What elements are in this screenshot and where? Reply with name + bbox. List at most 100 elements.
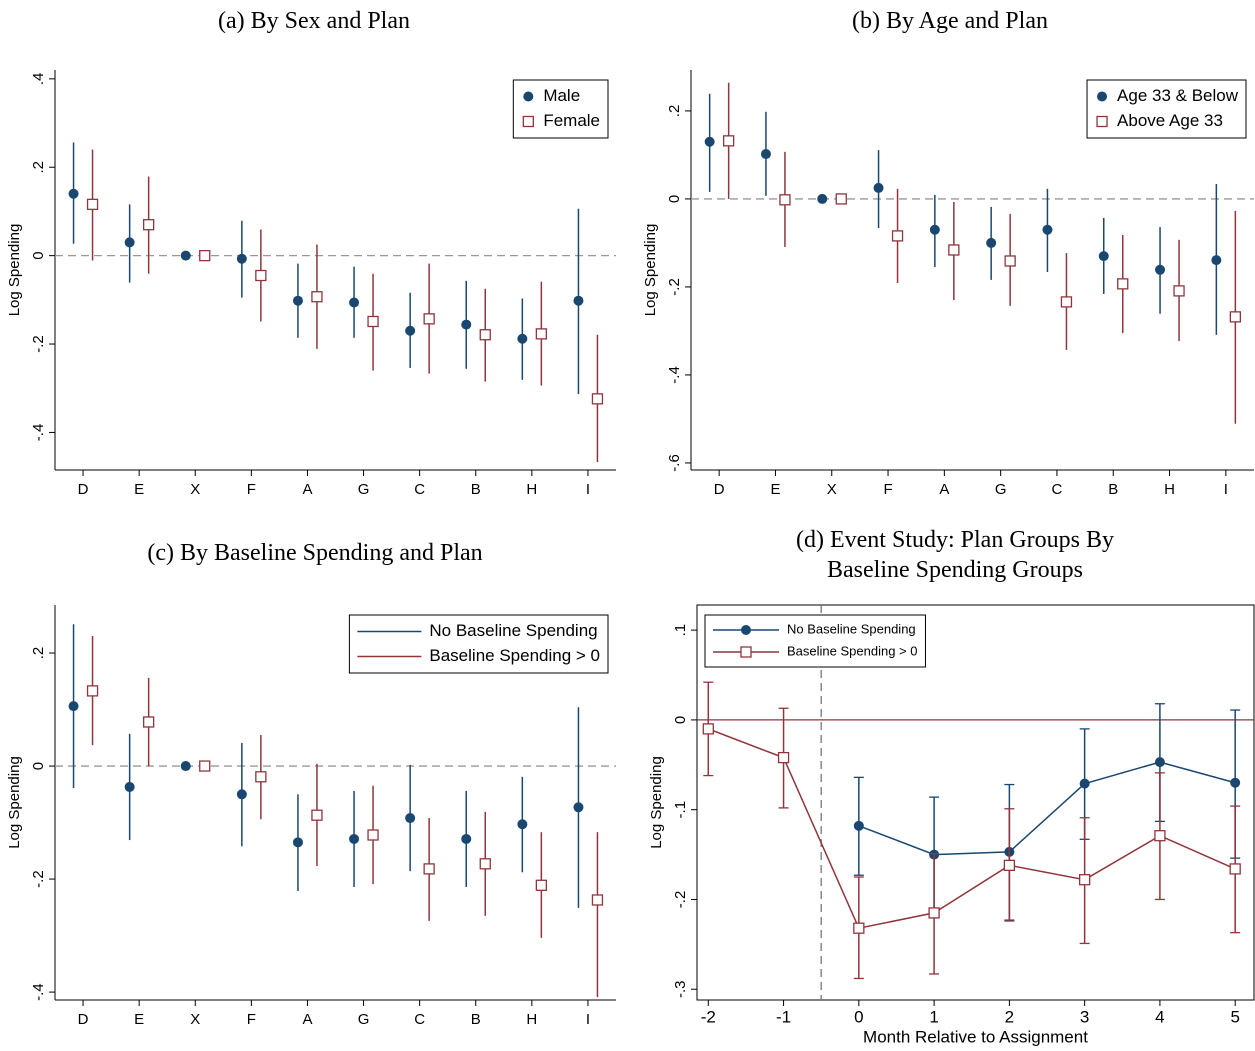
marker	[777, 751, 790, 764]
marker	[702, 723, 714, 735]
marker	[349, 833, 360, 844]
marker	[760, 149, 771, 160]
marker	[853, 922, 865, 934]
x-tick-label: D	[714, 481, 725, 498]
panel-title: (c) By Baseline Spending and Plan	[147, 540, 483, 566]
x-tick-label: B	[1108, 481, 1118, 498]
y-axis-label: Log Spending	[642, 224, 659, 317]
legend-label: Age 33 & Below	[1117, 86, 1239, 105]
marker	[948, 244, 960, 256]
x-tick-label: F	[247, 1011, 256, 1028]
marker	[1078, 874, 1091, 886]
marker	[1211, 255, 1222, 266]
marker	[741, 625, 751, 635]
x-axis-label: Month Relative to Assignment	[863, 1027, 1088, 1046]
x-tick-label: E	[134, 481, 144, 498]
x-tick-label: E	[770, 481, 780, 498]
x-tick-label: I	[586, 1011, 590, 1028]
x-tick-label: D	[78, 481, 89, 498]
marker	[1229, 311, 1241, 323]
marker	[1117, 278, 1129, 290]
y-tick-label: -.4	[666, 366, 683, 384]
marker	[723, 135, 735, 147]
x-tick-label: H	[526, 1011, 537, 1028]
y-tick-label: -.2	[30, 870, 47, 888]
y-tick-label: 0	[672, 716, 689, 724]
marker	[535, 879, 547, 891]
x-tick-label: 0	[854, 1007, 863, 1026]
marker	[199, 760, 211, 772]
x-tick-label: 4	[1155, 1007, 1164, 1026]
x-tick-label: A	[939, 481, 949, 498]
x-tick-label: C	[1052, 481, 1063, 498]
y-tick-label: .1	[672, 624, 689, 637]
marker	[1154, 830, 1166, 842]
x-tick-label: -1	[776, 1007, 791, 1026]
series-line	[708, 728, 1236, 930]
marker	[180, 761, 191, 772]
marker	[1060, 296, 1073, 308]
marker	[479, 858, 491, 870]
marker	[367, 829, 379, 841]
marker	[535, 328, 547, 340]
marker	[986, 237, 997, 248]
y-tick-label: -.1	[672, 801, 689, 819]
x-tick-label: C	[414, 1011, 425, 1028]
x-tick-label: E	[134, 1011, 144, 1028]
x-tick-label: G	[358, 1011, 370, 1028]
marker	[142, 716, 155, 728]
marker	[573, 802, 584, 813]
y-tick-label: -.4	[30, 424, 47, 442]
y-tick-label: .4	[30, 73, 47, 86]
y-axis-label: Log Spending	[6, 756, 23, 849]
marker	[405, 325, 416, 336]
y-tick-label: .2	[30, 647, 47, 660]
legend-label: Female	[543, 111, 600, 130]
y-tick-label: -.6	[666, 454, 683, 472]
y-tick-label: -.4	[30, 983, 47, 1001]
x-tick-label: X	[190, 481, 200, 498]
marker	[704, 136, 715, 147]
marker	[236, 789, 247, 800]
marker	[1003, 859, 1016, 871]
x-tick-label: A	[302, 481, 312, 498]
legend-label: No Baseline Spending	[429, 621, 597, 640]
marker	[86, 685, 99, 697]
marker	[740, 646, 752, 658]
legend-label: No Baseline Spending	[787, 621, 916, 636]
legend-label: Baseline Spending > 0	[429, 646, 600, 665]
marker	[1098, 251, 1109, 262]
marker	[124, 237, 135, 248]
x-tick-label: X	[827, 481, 837, 498]
marker	[311, 291, 323, 303]
x-tick-label: F	[247, 481, 256, 498]
marker	[479, 329, 491, 341]
x-tick-label: F	[883, 481, 892, 498]
x-tick-label: 2	[1005, 1007, 1014, 1026]
marker	[142, 219, 155, 231]
marker	[853, 820, 864, 831]
marker	[1154, 757, 1165, 768]
legend-box	[1086, 79, 1247, 139]
marker	[461, 833, 472, 844]
y-tick-label: -.3	[672, 980, 689, 998]
y-axis-label: Log Spending	[6, 224, 23, 317]
marker	[517, 333, 528, 344]
marker	[236, 253, 247, 264]
x-tick-label: -2	[701, 1007, 716, 1026]
y-tick-label: .2	[666, 105, 683, 118]
marker	[929, 224, 940, 235]
marker	[349, 297, 360, 308]
marker	[1096, 115, 1108, 128]
legend-label: Male	[543, 86, 580, 105]
marker	[873, 182, 884, 193]
marker	[292, 837, 303, 848]
y-tick-label: 0	[30, 251, 47, 259]
legend-box	[512, 79, 609, 139]
marker	[891, 230, 904, 242]
marker	[928, 907, 940, 919]
y-tick-label: 0	[30, 762, 47, 770]
x-tick-label: G	[358, 481, 370, 498]
